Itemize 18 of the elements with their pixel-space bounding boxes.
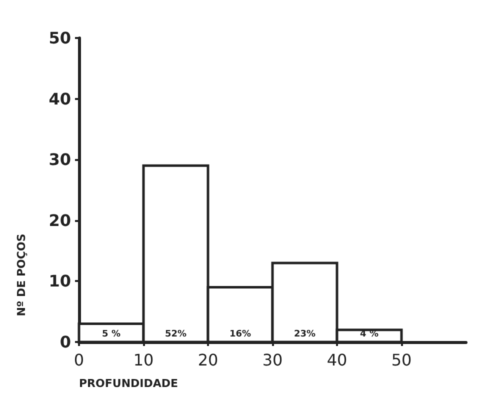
x-tick-label: 40 (326, 350, 348, 370)
y-tick-label: 30 (48, 150, 71, 170)
y-tick-label: 20 (48, 210, 71, 230)
x-axis-title: PROFUNDIDADE (79, 377, 178, 390)
x-tick-label: 20 (198, 350, 218, 370)
x-tick-label: 30 (262, 350, 283, 370)
annotation: 52% (164, 330, 187, 340)
annotation: 5 % (102, 330, 120, 340)
annotation: 23% (294, 330, 316, 340)
y-tick-label: 10 (48, 272, 71, 291)
x-tick-label: 10 (133, 350, 154, 370)
annotation: 16% (229, 330, 252, 340)
y-tick-label: 40 (48, 89, 71, 108)
y-axis-title: Nº DE POÇOS (15, 234, 28, 316)
y-tick-label: 50 (48, 28, 71, 48)
x-tick-label: 50 (391, 350, 412, 370)
x-tick-label: 0 (74, 350, 84, 370)
y-tick-label: 0 (60, 332, 71, 352)
